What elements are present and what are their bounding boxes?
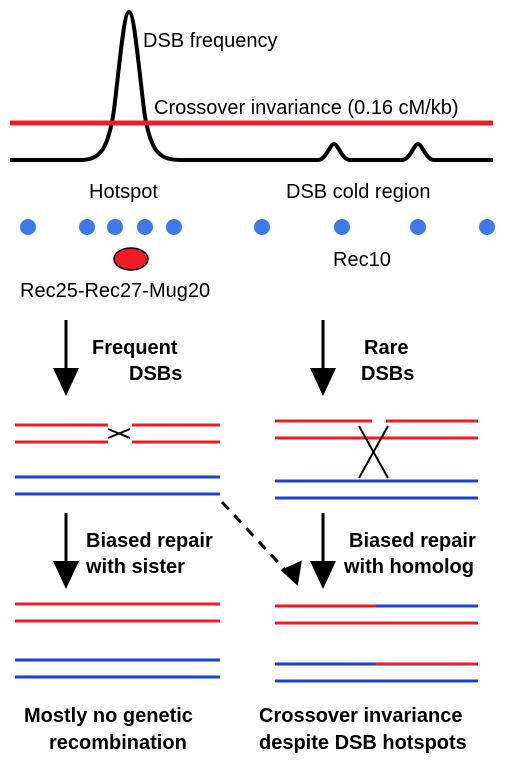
right-chromatids-break — [275, 419, 478, 500]
frequent-dsbs-label-2: DSBs — [129, 363, 182, 385]
rec10-dot — [107, 219, 123, 235]
homolog-repair-label-1: Biased repair — [349, 530, 476, 552]
rec10-label: Rec10 — [333, 249, 391, 271]
complex-label: Rec25-Rec27-Mug20 — [20, 280, 210, 302]
right-outcome-label-2: despite DSB hotspots — [259, 732, 467, 754]
crossover-invariance-label: Crossover invariance (0.16 cM/kb) — [154, 97, 459, 119]
rare-dsbs-label-1: Rare — [364, 337, 408, 359]
right-arrow-1 — [310, 320, 336, 396]
homolog-repair-label-2: with homolog — [343, 556, 474, 578]
rec10-dot — [334, 219, 350, 235]
dsb-frequency-label: DSB frequency — [143, 30, 278, 52]
rec10-dot — [79, 219, 95, 235]
right-arrow-2 — [310, 513, 336, 589]
left-outcome-label-1: Mostly no genetic — [24, 705, 193, 727]
rare-dsbs-label-2: DSBs — [361, 363, 414, 385]
sister-repair-label-1: Biased repair — [86, 530, 213, 552]
hotspot-label: Hotspot — [89, 181, 158, 203]
rec10-dots — [20, 219, 495, 235]
right-outcome-chromatids — [275, 604, 478, 683]
left-arrow-2 — [53, 513, 79, 589]
dashed-arrow — [220, 500, 302, 586]
rec10-dot — [20, 219, 36, 235]
rec10-dot — [479, 219, 495, 235]
rec25-complex-oval — [113, 247, 149, 271]
sister-repair-label-2: with sister — [85, 556, 185, 578]
left-arrow-1 — [53, 320, 79, 396]
frequent-dsbs-label-1: Frequent — [92, 337, 178, 359]
dsb-frequency-curve — [10, 9, 493, 162]
rec10-dot — [254, 219, 270, 235]
left-outcome-chromatids — [15, 602, 220, 679]
rec10-dot — [137, 219, 153, 235]
left-outcome-label-2: recombination — [49, 732, 187, 754]
rec10-dot — [410, 219, 426, 235]
left-chromatids-break — [15, 423, 220, 496]
right-outcome-label-1: Crossover invariance — [259, 705, 462, 727]
rec10-dot — [166, 219, 182, 235]
cold-region-label: DSB cold region — [286, 181, 431, 203]
